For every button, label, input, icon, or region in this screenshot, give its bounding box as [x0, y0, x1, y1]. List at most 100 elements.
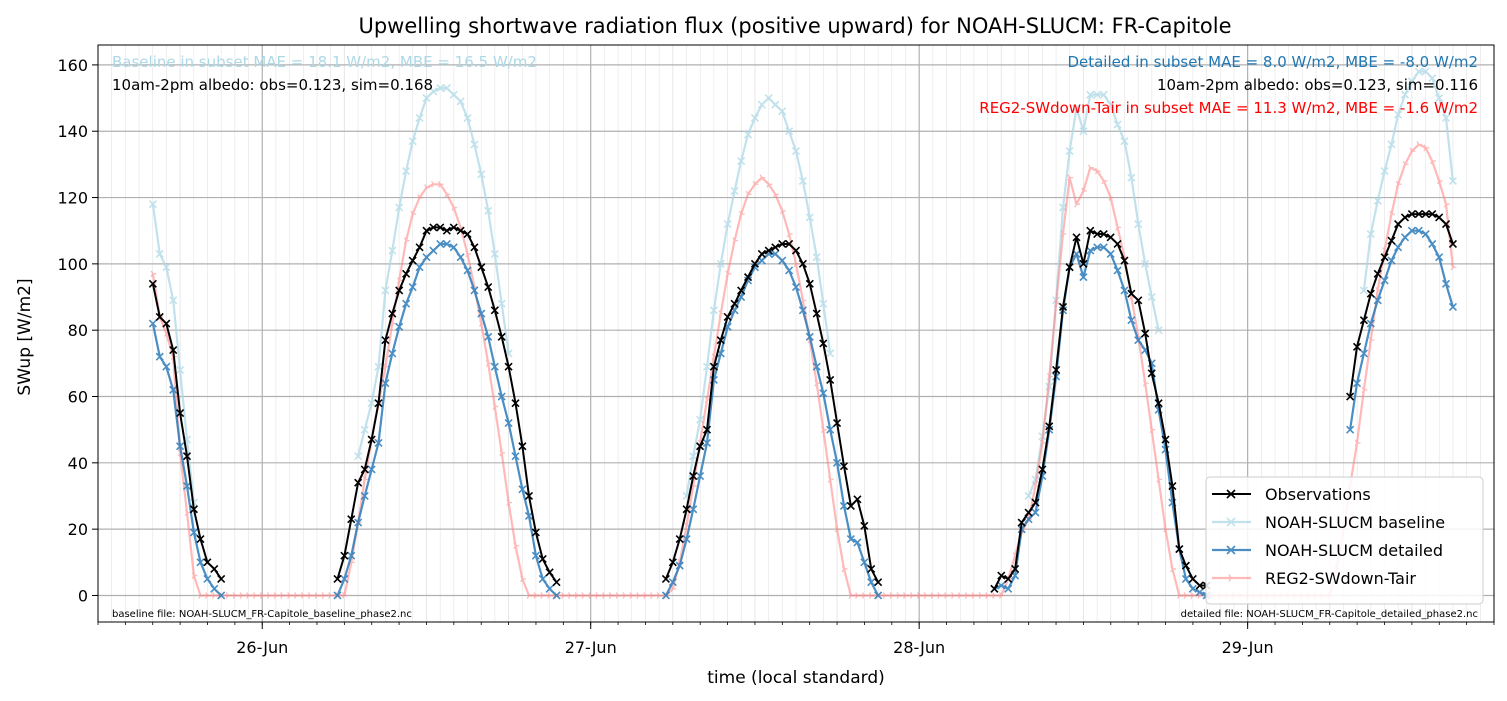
data-point-observations — [511, 399, 520, 408]
data-point-observations — [990, 584, 999, 593]
plot-frame — [97, 44, 1495, 623]
data-point-reg2-swdown-tair — [205, 592, 211, 599]
data-point-reg2-swdown-tair — [615, 592, 622, 599]
data-point-noah-slucm-baseline — [490, 249, 499, 258]
data-point-noah-slucm-detailed — [1120, 286, 1129, 295]
data-point-noah-slucm-detailed — [429, 246, 438, 255]
data-point-noah-slucm-detailed — [354, 518, 363, 527]
x-axis-label: time (local standard) — [707, 668, 885, 688]
data-point-noah-slucm-detailed — [395, 322, 404, 331]
data-point-reg2-swdown-tair — [328, 592, 335, 599]
data-point-reg2-swdown-tair — [424, 184, 430, 191]
data-point-observations — [497, 332, 506, 341]
data-point-noah-slucm-detailed — [1407, 226, 1416, 235]
data-point-reg2-swdown-tair — [506, 499, 513, 506]
data-point-noah-slucm-baseline — [764, 93, 773, 103]
data-point-observations — [552, 578, 561, 587]
data-point-reg2-swdown-tair — [362, 476, 369, 483]
data-point-observations — [374, 399, 383, 408]
data-point-noah-slucm-detailed — [661, 591, 670, 600]
data-point-reg2-swdown-tair — [1416, 141, 1423, 148]
data-point-reg2-swdown-tair — [766, 180, 773, 188]
data-point-noah-slucm-detailed — [1373, 296, 1382, 305]
data-point-noah-slucm-detailed — [360, 491, 369, 501]
data-point-noah-slucm-detailed — [812, 362, 821, 371]
data-point-noah-slucm-detailed — [552, 591, 561, 600]
data-point-observations — [1127, 289, 1136, 298]
data-point-observations — [395, 286, 404, 295]
data-point-noah-slucm-detailed — [1359, 349, 1368, 358]
data-point-noah-slucm-detailed — [682, 535, 691, 544]
data-point-noah-slucm-baseline — [148, 200, 157, 209]
data-point-observations — [1435, 213, 1444, 222]
data-point-noah-slucm-detailed — [1113, 266, 1122, 275]
data-point-noah-slucm-baseline — [819, 299, 828, 308]
data-point-observations — [1428, 210, 1437, 219]
data-point-observations — [1038, 465, 1047, 474]
data-point-noah-slucm-detailed — [702, 438, 712, 447]
data-point-reg2-swdown-tair — [718, 310, 725, 317]
data-point-noah-slucm-baseline — [1024, 491, 1033, 501]
y-axis-label: SWup [W/m2] — [15, 278, 35, 395]
data-point-observations — [1017, 518, 1026, 527]
data-point-observations — [1079, 259, 1088, 268]
data-point-observations — [1168, 481, 1177, 491]
data-point-observations — [1352, 342, 1362, 351]
data-point-observations — [408, 256, 417, 265]
data-point-observations — [997, 571, 1006, 580]
data-point-reg2-swdown-tair — [732, 237, 739, 245]
data-point-noah-slucm-detailed — [477, 309, 486, 318]
data-point-observations — [675, 535, 684, 544]
data-point-observations — [1154, 399, 1163, 408]
y-tick-label: 100 — [57, 255, 88, 274]
data-point-observations — [442, 226, 451, 235]
data-point-noah-slucm-baseline — [1106, 100, 1115, 109]
legend-box — [1205, 476, 1484, 605]
data-point-observations — [1031, 498, 1040, 507]
data-point-observations — [189, 505, 198, 514]
data-point-noah-slucm-detailed — [442, 239, 451, 249]
data-point-observations — [1086, 226, 1095, 235]
data-point-noah-slucm-detailed — [511, 452, 520, 461]
data-point-noah-slucm-baseline — [791, 147, 801, 156]
data-point-observations — [1058, 302, 1068, 312]
data-point-reg2-swdown-tair — [595, 592, 602, 599]
data-point-noah-slucm-detailed — [449, 243, 458, 252]
data-point-reg2-swdown-tair — [820, 426, 827, 434]
data-point-reg2-swdown-tair — [1087, 164, 1094, 172]
data-point-reg2-swdown-tair — [1389, 210, 1396, 218]
data-point-observations — [750, 259, 760, 268]
data-point-observations — [456, 226, 465, 235]
data-point-noah-slucm-baseline — [408, 137, 417, 146]
series-observations — [148, 210, 1458, 593]
data-point-observations — [867, 564, 876, 574]
data-point-noah-slucm-detailed — [374, 438, 383, 447]
data-point-observations — [524, 491, 534, 501]
data-point-noah-slucm-baseline — [1400, 90, 1410, 99]
data-point-noah-slucm-detailed — [456, 253, 465, 262]
data-point-reg2-swdown-tair — [944, 592, 950, 599]
data-point-observations — [819, 339, 828, 348]
series-line-noah-slucm-baseline — [685, 96, 832, 497]
data-point-noah-slucm-baseline — [470, 140, 479, 149]
data-point-noah-slucm-detailed — [689, 505, 698, 514]
data-point-reg2-swdown-tair — [1354, 439, 1361, 447]
data-point-observations — [1072, 233, 1081, 242]
data-point-noah-slucm-baseline — [484, 206, 493, 215]
data-point-noah-slucm-baseline — [1380, 166, 1389, 176]
data-point-reg2-swdown-tair — [889, 592, 896, 599]
data-point-reg2-swdown-tair — [896, 592, 903, 599]
data-point-observations — [1387, 236, 1396, 245]
data-point-observations — [1093, 229, 1102, 239]
data-point-noah-slucm-detailed — [1414, 226, 1423, 235]
series-line-observations — [664, 243, 879, 583]
data-point-noah-slucm-baseline — [1154, 326, 1163, 335]
data-point-observations — [388, 309, 397, 318]
data-point-observations — [1373, 269, 1382, 278]
data-point-noah-slucm-baseline — [1359, 286, 1368, 295]
data-point-reg2-swdown-tair — [444, 190, 451, 198]
data-point-reg2-swdown-tair — [868, 592, 875, 599]
data-point-observations — [449, 223, 458, 232]
data-point-observations — [1161, 435, 1170, 444]
data-point-noah-slucm-detailed — [1004, 584, 1013, 593]
